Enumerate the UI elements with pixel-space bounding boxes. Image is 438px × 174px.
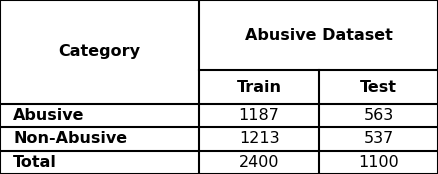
Text: Category: Category <box>59 44 141 59</box>
Text: Test: Test <box>360 80 397 94</box>
Text: 537: 537 <box>363 131 394 146</box>
Text: Non-Abusive: Non-Abusive <box>13 131 127 146</box>
Text: 563: 563 <box>363 108 394 123</box>
Text: Train: Train <box>237 80 282 94</box>
Text: Abusive: Abusive <box>13 108 85 123</box>
Text: 1100: 1100 <box>358 155 399 170</box>
Text: Abusive Dataset: Abusive Dataset <box>245 28 392 43</box>
Text: Total: Total <box>13 155 57 170</box>
Text: 1187: 1187 <box>239 108 279 123</box>
Text: 2400: 2400 <box>239 155 279 170</box>
Text: 1213: 1213 <box>239 131 279 146</box>
